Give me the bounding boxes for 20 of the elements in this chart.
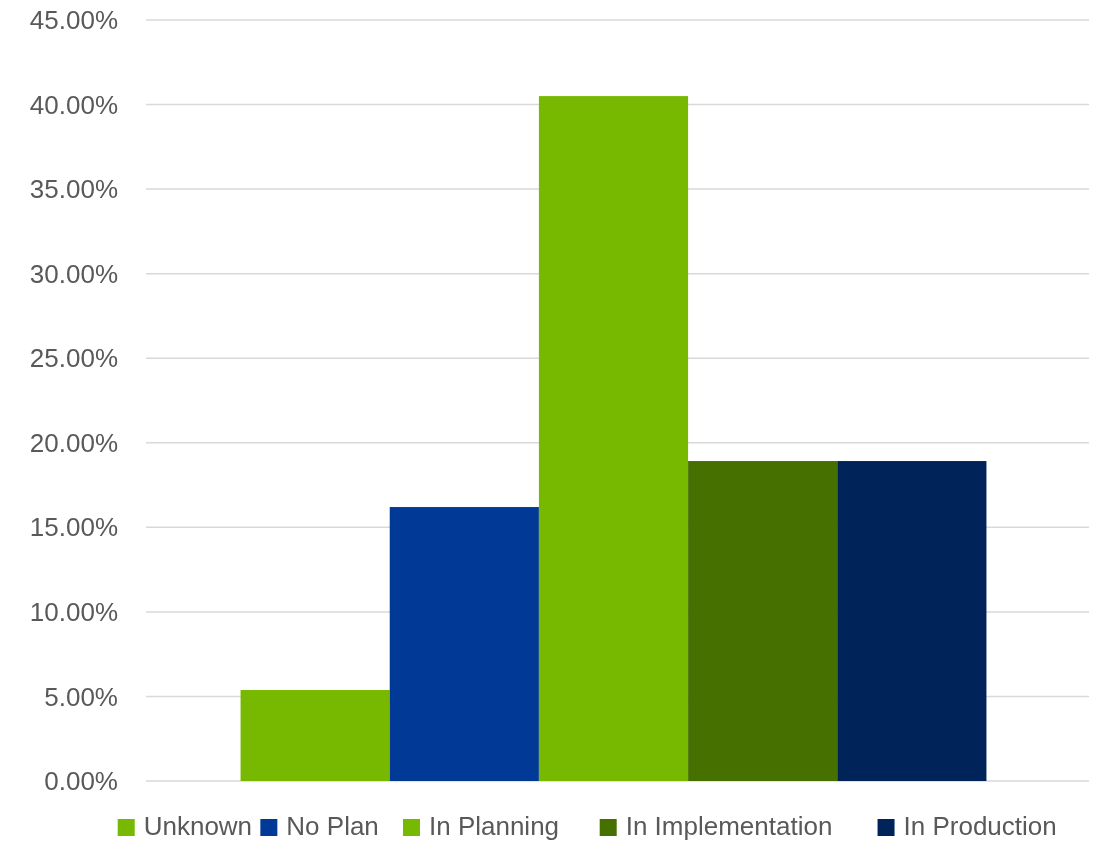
y-tick-label: 0.00% <box>44 766 118 797</box>
y-tick-label: 25.00% <box>29 343 118 374</box>
y-tick-label: 30.00% <box>29 258 118 289</box>
bar <box>240 690 390 781</box>
bar <box>837 461 987 781</box>
y-tick-label: 35.00% <box>29 174 118 205</box>
bar <box>688 461 838 781</box>
legend-label: No Plan <box>286 811 379 841</box>
y-tick-label: 15.00% <box>29 512 118 543</box>
legend-label: Unknown <box>143 811 253 841</box>
bar <box>538 96 689 781</box>
y-tick-label: 20.00% <box>29 427 118 458</box>
legend-label: In Planning <box>428 811 560 841</box>
legend-label: In Implementation <box>625 811 833 841</box>
bar <box>389 507 539 781</box>
y-tick-label: 10.00% <box>29 596 118 627</box>
y-tick-label: 5.00% <box>44 681 118 712</box>
legend-label: In Production <box>903 811 1057 841</box>
y-tick-label: 40.00% <box>29 89 118 120</box>
y-tick-label: 45.00% <box>29 5 118 36</box>
